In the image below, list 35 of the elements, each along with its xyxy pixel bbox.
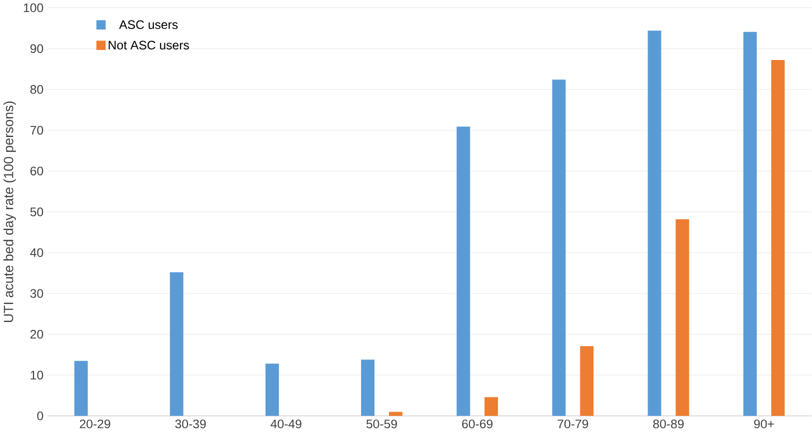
bar <box>648 30 662 416</box>
x-tick-label: 90+ <box>754 420 774 428</box>
bar <box>456 126 470 416</box>
y-tick-label: 30 <box>30 289 44 298</box>
x-tick-label: 60-69 <box>462 420 492 428</box>
x-tick-label: 30-39 <box>175 420 206 428</box>
bar <box>580 346 594 416</box>
x-tick-label: 40-49 <box>270 420 302 428</box>
y-tick-label: 0 <box>37 412 44 420</box>
y-tick-label: 20 <box>30 330 44 339</box>
bar <box>484 397 498 416</box>
y-tick-label: 80 <box>30 85 44 94</box>
y-tick-label: 40 <box>30 248 44 258</box>
y-axis-title: UTI acute bed day rate (100 persons) <box>3 102 16 322</box>
y-tick-label: 70 <box>30 126 44 135</box>
legend-label: ASC users <box>119 20 178 30</box>
bar <box>743 32 757 416</box>
x-tick-label: 70-79 <box>558 420 588 428</box>
x-tick-label: 20-29 <box>80 420 110 428</box>
legend-label: Not ASC users <box>108 40 189 50</box>
bar <box>74 360 88 416</box>
bar <box>771 60 785 416</box>
x-tick-label: 80-89 <box>653 420 684 428</box>
y-tick-label: 50 <box>30 208 44 216</box>
y-tick-label: 100 <box>24 4 44 12</box>
x-tick-label: 50-59 <box>366 420 397 428</box>
bar <box>170 272 184 416</box>
bar <box>361 360 374 416</box>
y-tick-label: 90 <box>30 44 44 54</box>
bar <box>388 412 402 416</box>
bar <box>552 80 566 416</box>
bar <box>676 219 690 416</box>
y-tick-label: 10 <box>30 370 44 380</box>
y-tick-label: 60 <box>30 166 44 176</box>
bar <box>265 364 279 416</box>
